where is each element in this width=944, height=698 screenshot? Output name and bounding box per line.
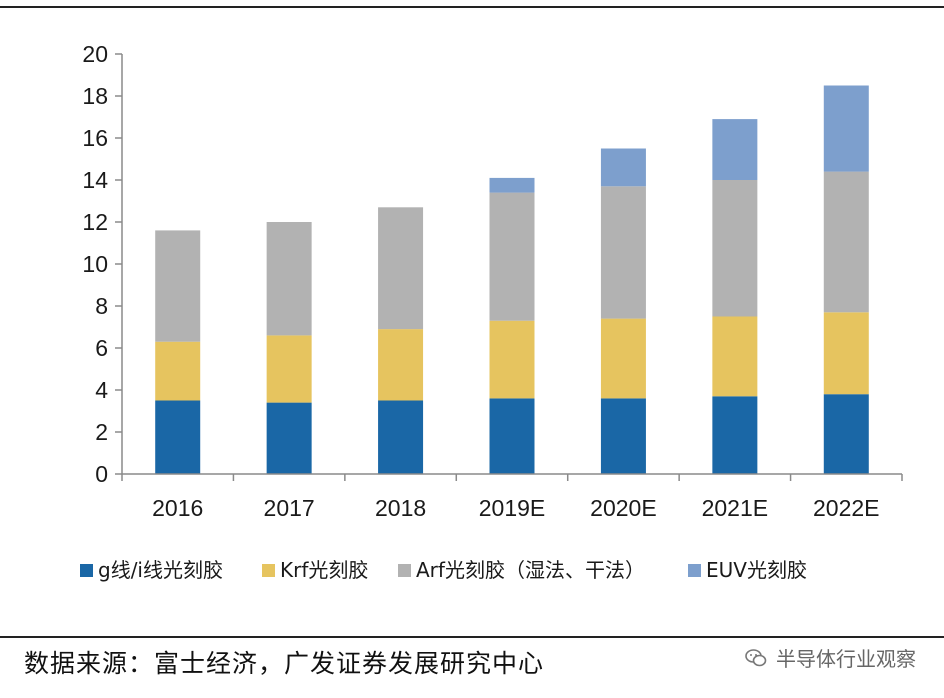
y-tick-label: 8 — [95, 293, 108, 319]
y-tick-label: 12 — [82, 209, 108, 235]
y-tick-label: 0 — [95, 461, 108, 487]
bar-segment — [489, 320, 535, 399]
legend-swatch — [80, 564, 93, 577]
bar-segment — [712, 119, 758, 180]
wechat-icon — [745, 648, 767, 666]
bar-segment — [489, 398, 535, 474]
bar-segment — [489, 177, 535, 193]
bar-segment — [712, 396, 758, 474]
bar-segment — [712, 180, 758, 317]
watermark-text: 半导体行业观察 — [776, 647, 916, 671]
x-tick-label: 2016 — [152, 495, 203, 521]
legend-label: g线/i线光刻胶 — [98, 558, 223, 582]
bar-segment — [266, 222, 312, 336]
bar-segment — [489, 192, 535, 321]
bar-segment — [600, 148, 646, 187]
legend-label: Krf光刻胶 — [280, 558, 368, 582]
y-tick-label: 10 — [82, 251, 108, 277]
legend-swatch — [688, 564, 701, 577]
bar-segment — [155, 400, 201, 474]
axes-group: 0 2 4 6 8 10 12 14 16 18 20 2016 2017 2018 2019E 2020E 2… — [82, 41, 903, 521]
bars-group — [155, 85, 869, 474]
source-note: 数据来源：富士经济，广发证券发展研究中心 — [24, 649, 545, 678]
y-tick-label: 4 — [95, 377, 108, 403]
y-tick-label: 16 — [82, 125, 108, 151]
y-tick-label: 20 — [82, 41, 108, 67]
bar-segment — [266, 402, 312, 474]
bar-segment — [266, 335, 312, 403]
bar-segment — [378, 207, 424, 330]
bottom-rule — [0, 636, 944, 638]
legend: g线/i线光刻胶 Krf光刻胶 Arf光刻胶（湿法、干法） EUV光刻胶 — [80, 558, 807, 582]
y-tick-label: 18 — [82, 83, 108, 109]
legend-swatch — [398, 564, 411, 577]
y-tick-label: 2 — [95, 419, 108, 445]
bar-segment — [600, 186, 646, 319]
bar-segment — [378, 400, 424, 474]
bar-segment — [823, 171, 869, 313]
x-tick-label: 2020E — [590, 495, 657, 521]
x-tick-label: 2022E — [813, 495, 880, 521]
x-tick-label: 2017 — [264, 495, 315, 521]
bar-segment — [600, 318, 646, 399]
legend-label: EUV光刻胶 — [706, 558, 807, 582]
y-tick-label: 6 — [95, 335, 108, 361]
y-tick-label: 14 — [82, 167, 108, 193]
top-rule — [0, 6, 944, 8]
bar-segment — [712, 316, 758, 397]
bar-segment — [155, 230, 201, 342]
legend-swatch — [262, 564, 275, 577]
watermark: 半导体行业观察 — [744, 643, 916, 672]
stacked-bar-chart: 0 2 4 6 8 10 12 14 16 18 20 2016 2017 2018 2019E 2020E 2… — [80, 41, 903, 582]
legend-label: Arf光刻胶（湿法、干法） — [416, 558, 645, 582]
bar-segment — [823, 85, 869, 172]
bar-segment — [600, 398, 646, 474]
x-tick-label: 2018 — [375, 495, 426, 521]
bar-segment — [823, 394, 869, 474]
x-tick-label: 2019E — [479, 495, 546, 521]
x-tick-label: 2021E — [702, 495, 769, 521]
bar-segment — [155, 341, 201, 401]
bar-segment — [823, 312, 869, 395]
bar-segment — [378, 329, 424, 401]
